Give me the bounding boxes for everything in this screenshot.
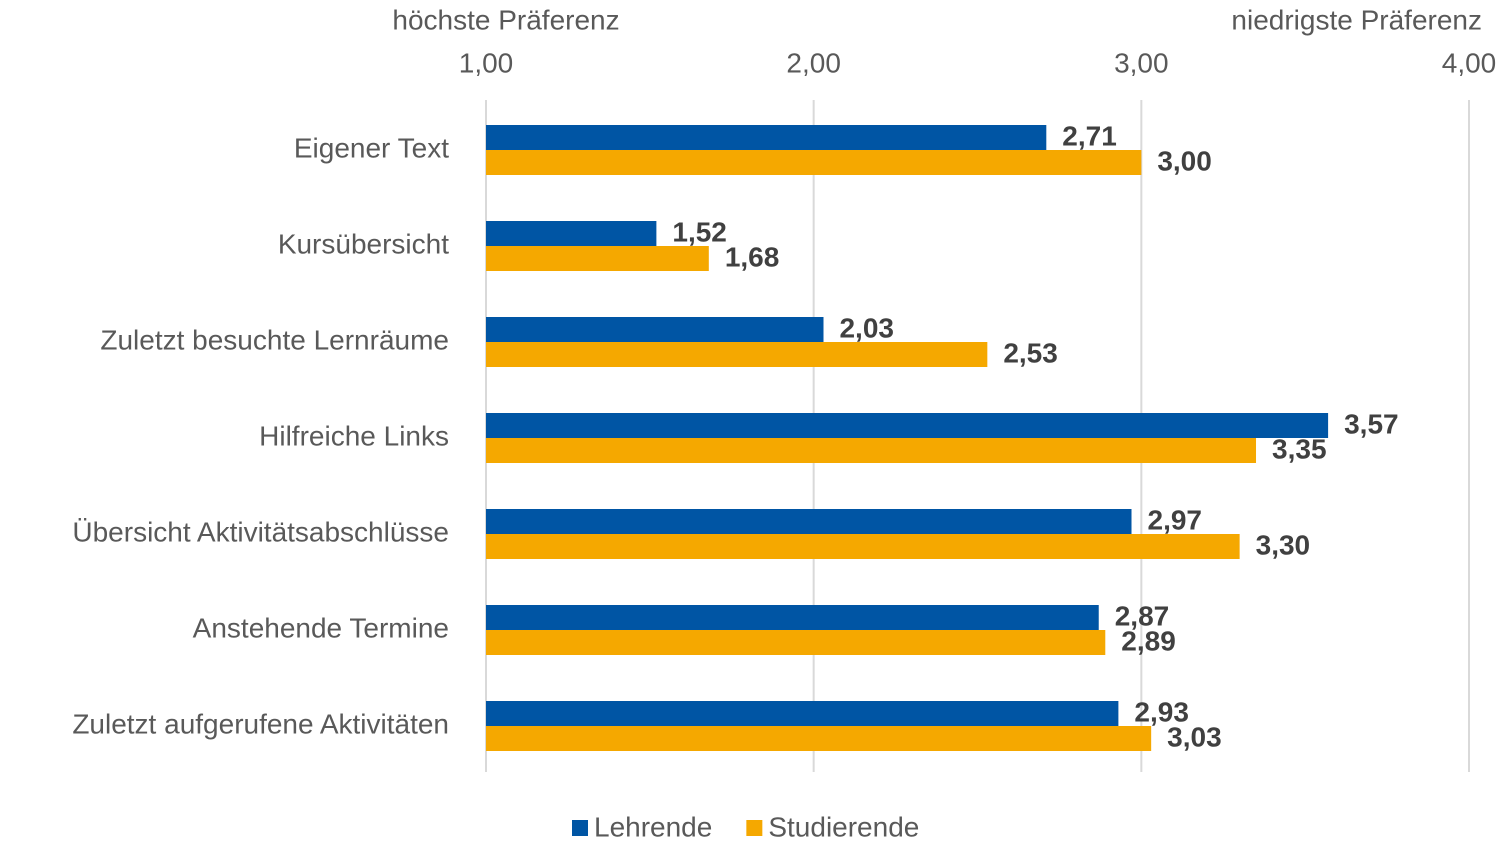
data-label: 3,30 [1256, 529, 1311, 560]
y-tick-label: Anstehende Termine [193, 612, 449, 643]
bar [486, 342, 988, 367]
bar [486, 150, 1142, 175]
data-label: 2,03 [839, 312, 894, 343]
y-tick-label: Hilfreiche Links [259, 420, 449, 451]
data-label: 3,35 [1272, 433, 1327, 464]
data-label: 2,97 [1148, 504, 1203, 535]
legend-label: Studierende [768, 811, 919, 842]
x-tick-label: 3,00 [1114, 47, 1169, 78]
legend-label: Lehrende [594, 811, 712, 842]
data-label: 3,00 [1157, 145, 1212, 176]
bar [486, 534, 1240, 559]
data-label: 1,52 [672, 216, 727, 247]
bar [486, 726, 1152, 751]
data-label: 3,03 [1167, 721, 1222, 752]
bar [486, 701, 1119, 726]
x-tick-label: 1,00 [459, 47, 514, 78]
bar [486, 125, 1047, 150]
annotation: niedrigste Präferenz [1231, 4, 1482, 35]
data-label: 1,68 [725, 241, 780, 272]
x-tick-label: 4,00 [1442, 47, 1497, 78]
annotation: höchste Präferenz [392, 4, 619, 35]
bar [486, 438, 1257, 463]
bar [486, 509, 1132, 534]
bar [486, 413, 1329, 438]
data-label: 2,89 [1121, 625, 1176, 656]
legend-swatch [572, 820, 588, 836]
y-tick-label: Zuletzt aufgerufene Aktivitäten [72, 708, 449, 739]
bar [486, 246, 709, 271]
y-tick-label: Übersicht Aktivitätsabschlüsse [72, 516, 449, 547]
data-label: 3,57 [1344, 408, 1399, 439]
bar [486, 605, 1099, 630]
y-tick-label: Eigener Text [294, 132, 449, 163]
data-label: 2,53 [1003, 337, 1058, 368]
bar [486, 317, 824, 342]
y-tick-label: Kursübersicht [278, 228, 449, 259]
y-tick-label: Zuletzt besuchte Lernräume [100, 324, 449, 355]
bar [486, 630, 1106, 655]
legend-swatch [746, 820, 763, 836]
bar [486, 221, 657, 246]
data-label: 2,71 [1062, 120, 1117, 151]
data-label: 2,93 [1134, 696, 1189, 727]
data-label: 2,87 [1115, 600, 1170, 631]
x-tick-label: 2,00 [786, 47, 841, 78]
